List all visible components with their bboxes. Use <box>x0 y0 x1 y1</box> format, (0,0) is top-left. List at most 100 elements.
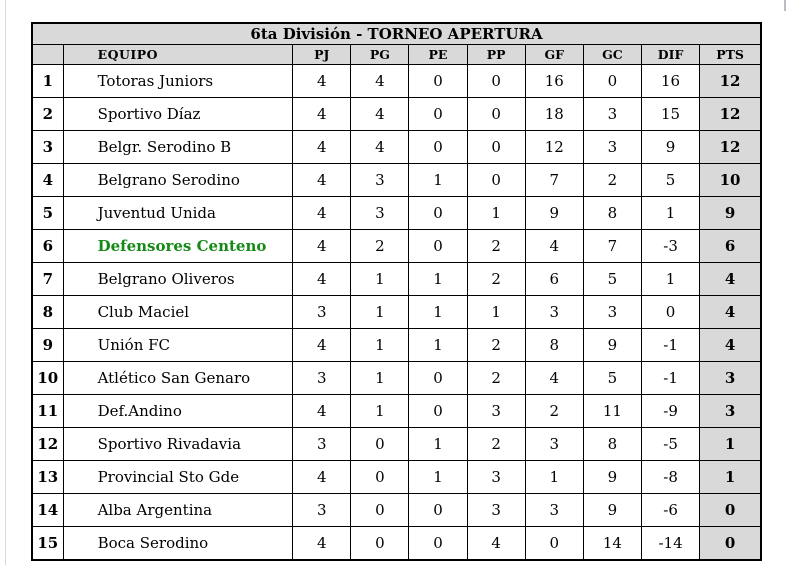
pe-cell: 0 <box>408 394 468 428</box>
table-title-row: 6ta División - TORNEO APERTURA <box>31 22 762 45</box>
pg-cell: 1 <box>350 328 410 362</box>
pg-cell: 0 <box>350 526 410 561</box>
pg-cell: 3 <box>350 163 410 197</box>
pp-cell: 1 <box>466 295 526 329</box>
position-cell: 2 <box>31 97 64 131</box>
pg-cell: 1 <box>350 262 410 296</box>
header-pg: PG <box>350 44 410 65</box>
dif-cell: -6 <box>640 493 701 527</box>
position-cell: 15 <box>31 526 64 561</box>
gf-cell: 3 <box>524 493 584 527</box>
pts-cell: 12 <box>699 130 762 164</box>
pj-cell: 4 <box>292 196 352 230</box>
pg-cell: 1 <box>350 394 410 428</box>
gf-cell: 7 <box>524 163 584 197</box>
gf-cell: 12 <box>524 130 584 164</box>
team-name-cell: Club Maciel <box>62 295 294 329</box>
table-row: 7 Belgrano Oliveros 4 1 1 2 6 5 1 4 <box>31 262 762 296</box>
team-name-cell: Juventud Unida <box>62 196 294 230</box>
gc-cell: 9 <box>582 493 643 527</box>
team-name-cell: Defensores Centeno <box>62 229 294 263</box>
table-row: 13 Provincial Sto Gde 4 0 1 3 1 9 -8 1 <box>31 460 762 494</box>
table-row: 12 Sportivo Rivadavia 3 0 1 2 3 8 -5 1 <box>31 427 762 461</box>
pts-cell: 12 <box>699 97 762 131</box>
position-cell: 3 <box>31 130 64 164</box>
dif-cell: -1 <box>640 361 701 395</box>
dif-cell: 15 <box>640 97 701 131</box>
position-cell: 7 <box>31 262 64 296</box>
table-row: 15 Boca Serodino 4 0 0 4 0 14 -14 0 <box>31 526 762 561</box>
gf-cell: 8 <box>524 328 584 362</box>
team-name-cell: Sportivo Rivadavia <box>62 427 294 461</box>
pts-cell: 12 <box>699 64 762 98</box>
pp-cell: 0 <box>466 97 526 131</box>
pe-cell: 0 <box>408 97 468 131</box>
pp-cell: 0 <box>466 163 526 197</box>
gc-cell: 3 <box>582 97 643 131</box>
pe-cell: 0 <box>408 130 468 164</box>
gf-cell: 3 <box>524 295 584 329</box>
team-name-cell: Totoras Juniors <box>62 64 294 98</box>
gc-cell: 7 <box>582 229 643 263</box>
pe-cell: 0 <box>408 526 468 561</box>
gc-cell: 5 <box>582 262 643 296</box>
table-row: 9 Unión FC 4 1 1 2 8 9 -1 4 <box>31 328 762 362</box>
position-cell: 4 <box>31 163 64 197</box>
position-cell: 1 <box>31 64 64 98</box>
gc-cell: 9 <box>582 460 643 494</box>
gf-cell: 2 <box>524 394 584 428</box>
dif-cell: -8 <box>640 460 701 494</box>
pj-cell: 4 <box>292 229 352 263</box>
dif-cell: 9 <box>640 130 701 164</box>
gf-cell: 16 <box>524 64 584 98</box>
pts-cell: 4 <box>699 295 762 329</box>
pj-cell: 3 <box>292 493 352 527</box>
pp-cell: 2 <box>466 361 526 395</box>
pe-cell: 0 <box>408 196 468 230</box>
header-gf: GF <box>524 44 584 65</box>
pj-cell: 4 <box>292 526 352 561</box>
dif-cell: 0 <box>640 295 701 329</box>
pts-cell: 0 <box>699 526 762 561</box>
header-pe: PE <box>408 44 468 65</box>
table-row: 3 Belgr. Serodino B 4 4 0 0 12 3 9 12 <box>31 130 762 164</box>
table-header-row: EQUIPO PJ PG PE PP GF GC DIF PTS <box>31 44 762 65</box>
team-name-cell: Provincial Sto Gde <box>62 460 294 494</box>
team-name-cell: Atlético San Genaro <box>62 361 294 395</box>
header-equipo: EQUIPO <box>62 44 294 65</box>
gc-cell: 5 <box>582 361 643 395</box>
pts-cell: 10 <box>699 163 762 197</box>
pe-cell: 0 <box>408 229 468 263</box>
pp-cell: 2 <box>466 229 526 263</box>
pj-cell: 4 <box>292 64 352 98</box>
header-gc: GC <box>582 44 643 65</box>
position-cell: 5 <box>31 196 64 230</box>
dif-cell: 1 <box>640 262 701 296</box>
pp-cell: 0 <box>466 64 526 98</box>
gc-cell: 11 <box>582 394 643 428</box>
dif-cell: -1 <box>640 328 701 362</box>
pe-cell: 1 <box>408 295 468 329</box>
pp-cell: 3 <box>466 493 526 527</box>
gf-cell: 1 <box>524 460 584 494</box>
gf-cell: 9 <box>524 196 584 230</box>
gf-cell: 3 <box>524 427 584 461</box>
table-row: 5 Juventud Unida 4 3 0 1 9 8 1 9 <box>31 196 762 230</box>
pe-cell: 0 <box>408 493 468 527</box>
dif-cell: -9 <box>640 394 701 428</box>
pj-cell: 4 <box>292 97 352 131</box>
gc-cell: 8 <box>582 427 643 461</box>
team-name-cell: Belgrano Oliveros <box>62 262 294 296</box>
position-cell: 10 <box>31 361 64 395</box>
pg-cell: 4 <box>350 130 410 164</box>
pe-cell: 0 <box>408 64 468 98</box>
position-cell: 11 <box>31 394 64 428</box>
dif-cell: -3 <box>640 229 701 263</box>
pts-cell: 6 <box>699 229 762 263</box>
pts-cell: 3 <box>699 361 762 395</box>
gc-cell: 2 <box>582 163 643 197</box>
page-topright-edge-line <box>784 0 786 11</box>
pp-cell: 4 <box>466 526 526 561</box>
pg-cell: 2 <box>350 229 410 263</box>
pp-cell: 0 <box>466 130 526 164</box>
